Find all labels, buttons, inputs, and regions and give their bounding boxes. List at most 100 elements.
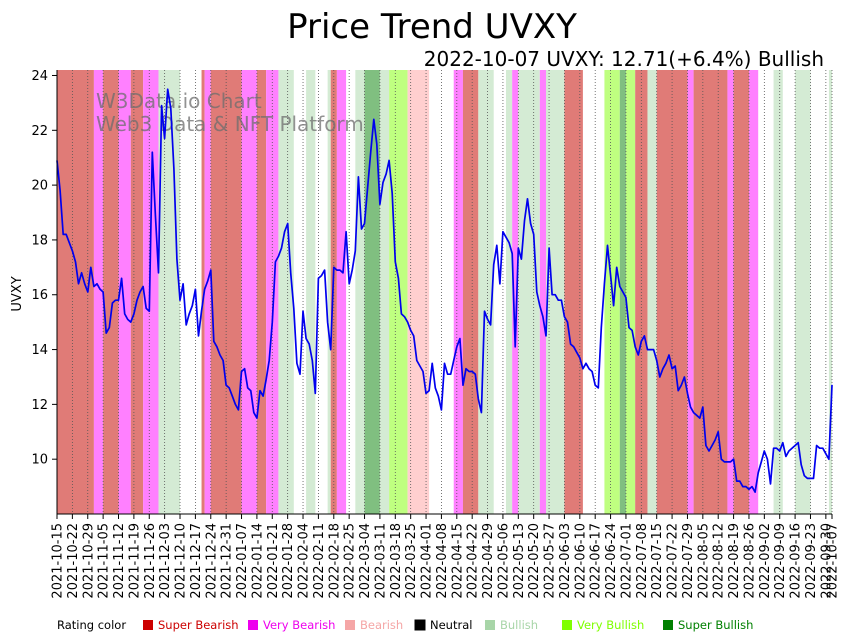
rating-band-very-bearish [512, 70, 519, 514]
rating-band-bullish [518, 70, 540, 514]
x-tick-label: 2021-12-31 [220, 523, 235, 599]
x-tick-label: 2022-05-13 [512, 523, 527, 599]
rating-band-bullish [647, 70, 657, 514]
x-tick-label: 2021-12-24 [204, 523, 219, 599]
rating-band-very-bullish [625, 70, 636, 514]
chart-title: Price Trend UVXY [287, 7, 577, 47]
x-tick-label: 2022-03-04 [358, 523, 373, 599]
legend-swatch [414, 619, 426, 631]
y-tick-label: 20 [31, 179, 48, 194]
x-tick-label: 2022-07-29 [681, 523, 696, 599]
x-tick-label: 2022-09-02 [758, 523, 773, 599]
x-tick-label: 2022-06-03 [558, 523, 573, 599]
x-axis-ticks: 2021-10-15 2021-10-22 2021-10-29 2021-11-05… [51, 514, 841, 599]
rating-band-very-bearish [336, 70, 347, 514]
x-tick-label: 2022-01-14 [250, 523, 265, 599]
legend-label: Neutral [430, 618, 472, 632]
rating-band-bullish [506, 70, 513, 514]
y-tick-label: 14 [31, 343, 48, 358]
rating-band-very-bearish [727, 70, 734, 514]
rating-band-bullish [795, 70, 811, 514]
x-tick-label: 2022-07-15 [650, 523, 665, 599]
rating-band-super-bearish [564, 70, 583, 514]
x-tick-label: 2022-05-20 [527, 523, 542, 599]
rating-band-bullish [478, 70, 494, 514]
x-tick-label: 2022-01-07 [235, 523, 250, 599]
legend-label: Bearish [360, 618, 403, 632]
legend-title: Rating color [57, 618, 126, 632]
rating-band-super-bearish [693, 70, 728, 514]
x-tick-label: 2022-03-11 [373, 523, 388, 599]
rating-band-very-bearish [687, 70, 694, 514]
watermark-line-1: W3Data.io Chart [96, 89, 262, 113]
x-tick-label: 2021-11-26 [143, 523, 158, 599]
vertical-gridlines [56, 70, 833, 514]
rating-band-very-bearish [204, 70, 211, 514]
x-tick-label: 2022-04-08 [435, 523, 450, 599]
x-tick-label: 2022-04-29 [481, 523, 496, 599]
y-tick-label: 10 [31, 453, 48, 468]
rating-band-bullish [828, 70, 832, 514]
rating-band-very-bearish [748, 70, 759, 514]
x-tick-label: 2021-11-05 [97, 523, 112, 599]
x-tick-label: 2022-04-22 [466, 523, 481, 599]
y-tick-label: 22 [31, 124, 48, 139]
rating-band-bearish [407, 70, 430, 514]
x-tick-label: 2022-07-22 [666, 523, 681, 599]
y-axis-ticks: 10 12 14 16 18 20 22 24 [31, 69, 57, 468]
x-tick-label: 2022-02-04 [297, 523, 312, 599]
rating-band-super-bearish [103, 70, 119, 514]
x-tick-label: 2022-08-26 [743, 523, 758, 599]
x-tick-label: 2022-08-05 [696, 523, 711, 599]
x-tick-label: 2022-09-23 [804, 523, 819, 599]
x-tick-label: 2022-04-15 [450, 523, 465, 599]
rating-band-bullish [379, 70, 390, 514]
legend-swatch [663, 620, 673, 630]
y-axis-label: UVXY [10, 276, 25, 311]
x-tick-label: 2022-06-10 [573, 523, 588, 599]
x-tick-label: 2022-06-17 [589, 523, 604, 599]
x-tick-label: 2022-08-19 [727, 523, 742, 599]
rating-band-very-bearish [453, 70, 463, 514]
rating-band-super-bearish [256, 70, 267, 514]
rating-band-super-bearish [201, 70, 205, 514]
rating-band-bullish [327, 70, 331, 514]
uvxy-price-line [56, 88, 833, 493]
rating-band-very-bullish [389, 70, 408, 514]
x-tick-label: 2022-02-25 [343, 523, 358, 599]
x-tick-label: 2022-03-18 [389, 523, 404, 599]
x-tick-label: 2022-02-11 [312, 523, 327, 599]
y-tick-label: 18 [31, 233, 48, 248]
x-tick-label: 2022-07-08 [635, 523, 650, 599]
x-tick-label: 2022-06-24 [604, 523, 619, 599]
x-tick-label: 2021-10-15 [51, 523, 66, 599]
rating-band-super-bearish [130, 70, 144, 514]
y-tick-label: 24 [31, 69, 48, 84]
x-tick-label: 2022-03-25 [404, 523, 419, 599]
x-tick-label: 2022-05-27 [543, 523, 558, 599]
legend-swatch [345, 620, 355, 630]
x-tick-label: 2022-09-09 [773, 523, 788, 599]
x-tick-label: 2022-01-21 [266, 523, 281, 599]
legend-swatch [143, 620, 153, 630]
rating-band-super-bearish [733, 70, 749, 514]
x-tick-label: 2022-07-01 [619, 523, 634, 599]
rating-band-bullish [355, 70, 365, 514]
x-tick-label: 2022-04-01 [420, 523, 435, 599]
legend-swatch [248, 620, 258, 630]
x-tick-label: 2021-12-17 [189, 523, 204, 599]
x-tick-label: 2022-05-06 [496, 523, 511, 599]
legend-label: Super Bearish [158, 618, 239, 632]
watermark-line-2: Web3 Data & NFT Platform [96, 112, 364, 136]
x-tick-label: 2021-12-03 [158, 523, 173, 599]
x-tick-label: 2021-11-19 [127, 523, 142, 599]
x-tick-label: 2021-11-12 [112, 523, 127, 599]
x-tick-label: 2022-01-28 [281, 523, 296, 599]
rating-band-very-bearish [539, 70, 546, 514]
legend-swatch [485, 620, 495, 630]
rating-bands [57, 70, 832, 514]
rating-band-bullish [545, 70, 565, 514]
x-tick-label: 2021-10-22 [66, 523, 81, 599]
rating-band-bullish [306, 70, 316, 514]
